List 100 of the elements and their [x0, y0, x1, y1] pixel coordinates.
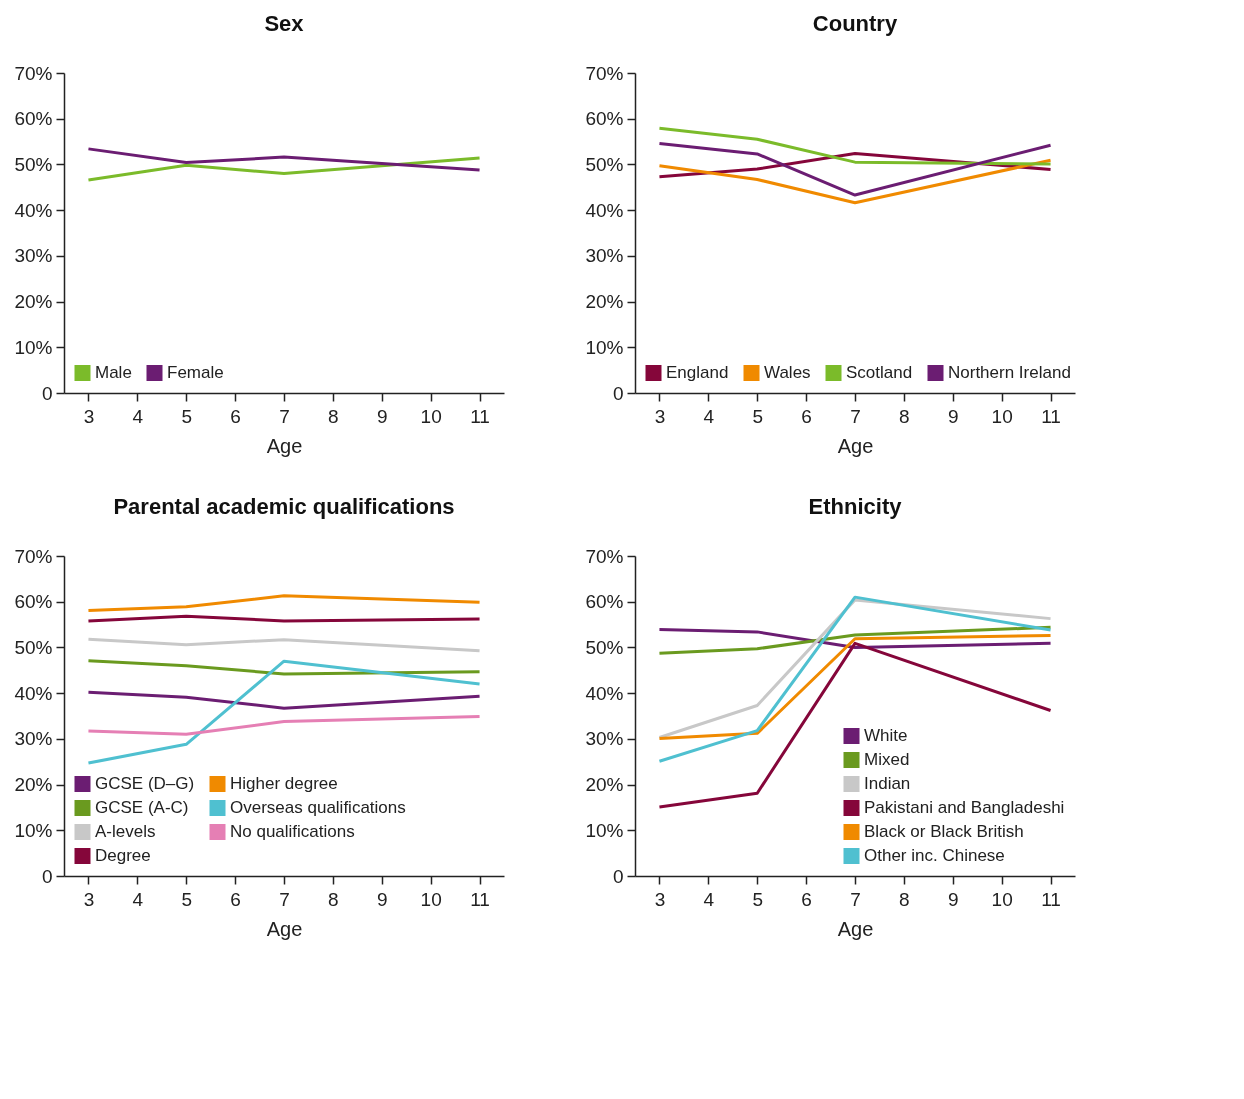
chart-title: Country — [812, 11, 898, 36]
legend-label: A-levels — [95, 822, 156, 841]
x-tick-label: 9 — [947, 405, 959, 427]
legend-label: No qualifications — [230, 822, 355, 841]
y-tick-label: 30% — [14, 245, 53, 267]
x-tick-label: 10 — [991, 888, 1013, 910]
x-axis-title: Age — [266, 434, 303, 457]
x-tick-label: 7 — [850, 405, 861, 427]
legend-label: Degree — [95, 846, 151, 865]
y-tick-label: 70% — [585, 62, 624, 84]
y-tick-label: 30% — [14, 728, 53, 750]
x-tick-label: 11 — [470, 405, 490, 427]
x-tick-label: 4 — [132, 888, 144, 910]
line-series — [657, 595, 1053, 763]
x-tick-label: 7 — [279, 888, 290, 910]
x-axis-title: Age — [837, 917, 874, 940]
x-tick-label: 6 — [230, 405, 241, 427]
legend-label: GCSE (D–G) — [95, 774, 195, 793]
y-tick-label: 40% — [585, 682, 624, 704]
x-tick-label: 5 — [752, 888, 764, 910]
x-axis-title: Age — [837, 434, 874, 457]
y-tick-label: 10% — [14, 819, 53, 841]
y-tick-label: 0 — [612, 382, 624, 404]
line-series — [657, 158, 1053, 205]
legend-label: White — [864, 726, 908, 745]
y-tick-label: 50% — [14, 153, 53, 175]
y-tick-label: 60% — [585, 108, 624, 130]
x-tick-label: 4 — [703, 888, 715, 910]
x-tick-label: 3 — [654, 405, 666, 427]
legend-label: Other inc. Chinese — [864, 846, 1005, 865]
legend-label: Overseas qualifications — [230, 798, 406, 817]
legend-label: Indian — [864, 774, 911, 793]
legend-label: Male — [95, 363, 132, 382]
x-tick-label: 7 — [279, 405, 290, 427]
line-series — [86, 690, 482, 710]
line-series — [86, 659, 482, 765]
legend-label: Northern Ireland — [948, 363, 1071, 382]
line-series — [86, 156, 482, 182]
legend-label: Pakistani and Bangladeshi — [864, 798, 1065, 817]
legend-label: Scotland — [846, 363, 913, 382]
x-tick-label: 5 — [181, 405, 193, 427]
y-tick-label: 60% — [585, 591, 624, 613]
y-tick-label: 0 — [41, 382, 53, 404]
x-tick-label: 11 — [1041, 405, 1061, 427]
line-series — [657, 628, 1053, 649]
x-tick-label: 10 — [420, 888, 442, 910]
y-tick-label: 40% — [14, 682, 53, 704]
x-tick-label: 8 — [899, 888, 910, 910]
chart-title: Sex — [264, 11, 305, 36]
legend-label: Wales — [764, 363, 811, 382]
line-series — [86, 714, 482, 736]
line-series — [86, 147, 482, 172]
x-tick-label: 3 — [83, 405, 95, 427]
x-axis-title: Age — [266, 917, 303, 940]
y-tick-label: 10% — [585, 336, 624, 358]
x-tick-label: 6 — [801, 888, 812, 910]
x-tick-label: 3 — [654, 888, 666, 910]
chart-title: Ethnicity — [808, 494, 903, 519]
x-tick-label: 5 — [181, 888, 193, 910]
x-tick-label: 6 — [801, 405, 812, 427]
line-series — [657, 126, 1053, 166]
line-series — [657, 634, 1053, 740]
y-tick-label: 70% — [585, 545, 624, 567]
y-tick-label: 0 — [612, 865, 624, 887]
y-tick-label: 30% — [585, 728, 624, 750]
x-tick-label: 11 — [1041, 888, 1061, 910]
x-tick-label: 9 — [376, 888, 388, 910]
x-tick-label: 3 — [83, 888, 95, 910]
x-tick-label: 8 — [328, 405, 339, 427]
y-tick-label: 60% — [14, 591, 53, 613]
legend-label: Mixed — [864, 750, 910, 769]
x-tick-label: 8 — [328, 888, 339, 910]
line-series — [657, 141, 1053, 197]
x-tick-label: 10 — [420, 405, 442, 427]
y-tick-label: 10% — [585, 819, 624, 841]
chart-title: Parental academic qualifications — [113, 494, 455, 519]
x-tick-label: 4 — [703, 405, 715, 427]
y-tick-label: 40% — [585, 199, 624, 221]
line-series — [86, 659, 482, 676]
x-tick-label: 10 — [991, 405, 1013, 427]
legend-label: England — [666, 363, 729, 382]
legend-label: Higher degree — [230, 774, 338, 793]
y-tick-label: 30% — [585, 245, 624, 267]
x-tick-label: 4 — [132, 405, 144, 427]
x-tick-label: 8 — [899, 405, 910, 427]
x-tick-label: 7 — [850, 888, 861, 910]
y-tick-label: 10% — [14, 336, 53, 358]
x-tick-label: 9 — [376, 405, 388, 427]
line-series — [657, 625, 1053, 655]
legend-label: GCSE (A-C) — [95, 798, 189, 817]
line-series — [86, 594, 482, 612]
y-tick-label: 70% — [14, 545, 53, 567]
x-tick-label: 9 — [947, 888, 959, 910]
y-tick-label: 20% — [585, 774, 624, 796]
y-tick-label: 20% — [585, 291, 624, 313]
y-tick-label: 50% — [585, 153, 624, 175]
legend-label: Black or Black British — [864, 822, 1024, 841]
y-tick-label: 20% — [14, 291, 53, 313]
x-tick-label: 11 — [470, 888, 490, 910]
y-tick-label: 70% — [14, 62, 53, 84]
